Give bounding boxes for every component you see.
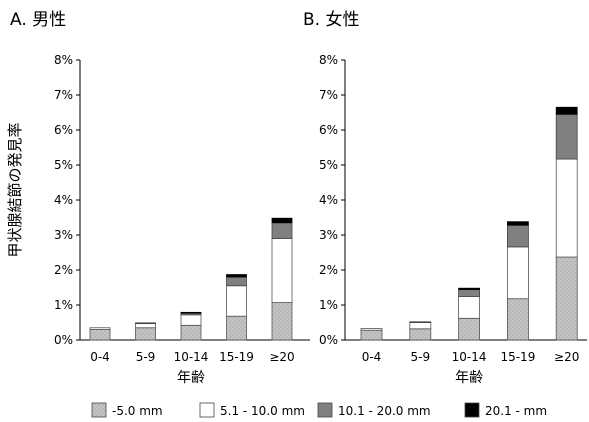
chart-title: B. 女性 bbox=[303, 10, 359, 30]
x-tick-label: 0-4 bbox=[362, 350, 382, 364]
bar-segment bbox=[506, 221, 529, 226]
bar-segment bbox=[226, 315, 247, 341]
legend-swatch bbox=[464, 402, 480, 418]
bar-segment bbox=[180, 324, 202, 341]
legend-label: -5.0 mm bbox=[112, 404, 163, 418]
bar-segment bbox=[271, 302, 293, 341]
x-tick-label: 15-19 bbox=[500, 350, 535, 364]
x-tick-label: 15-19 bbox=[219, 350, 254, 364]
bar-segment bbox=[506, 246, 529, 300]
bar-segment bbox=[226, 285, 247, 317]
x-tick-label: ≥20 bbox=[554, 350, 579, 364]
bar-segment bbox=[271, 217, 293, 224]
x-tick-label: ≥20 bbox=[269, 350, 294, 364]
bar-segment bbox=[458, 287, 481, 291]
x-tick-label: 0-4 bbox=[90, 350, 110, 364]
bar-segment bbox=[360, 328, 383, 331]
bar-segment bbox=[458, 317, 481, 341]
y-tick-label: 7% bbox=[319, 88, 338, 102]
bar-segment bbox=[555, 256, 578, 341]
legend-swatch bbox=[317, 402, 333, 418]
bar-segment bbox=[409, 321, 432, 323]
bar-segment bbox=[506, 224, 529, 248]
chart-title: A. 男性 bbox=[10, 10, 66, 30]
y-tick-label: 7% bbox=[54, 88, 73, 102]
y-tick-label: 4% bbox=[54, 193, 73, 207]
bar-segment bbox=[89, 329, 111, 341]
y-tick-label: 1% bbox=[319, 298, 338, 312]
bar-segment bbox=[271, 238, 293, 303]
bar-segment bbox=[271, 222, 293, 239]
legend-label: 20.1 - mm bbox=[485, 404, 547, 418]
y-tick-label: 0% bbox=[54, 333, 73, 347]
bar-segment bbox=[458, 289, 481, 298]
bar-segment bbox=[135, 323, 156, 329]
bar-segment bbox=[555, 106, 578, 115]
chart-panel-female: B. 女性 0% 1% 2% 3% 4% 5% 6% 7% 8% 0-4 5-9 10-14 15-19 ≥… bbox=[303, 10, 587, 386]
bar-segment bbox=[135, 327, 156, 341]
y-tick-label: 6% bbox=[54, 123, 73, 137]
bar-segment bbox=[180, 314, 202, 326]
x-tick-label: 5-9 bbox=[410, 350, 430, 364]
legend-swatch bbox=[91, 402, 107, 418]
y-tick-label: 1% bbox=[54, 298, 73, 312]
bar-segment bbox=[226, 274, 247, 278]
bar-segment bbox=[409, 328, 432, 341]
y-tick-label: 8% bbox=[319, 53, 338, 67]
x-axis-label: 年齢 bbox=[455, 370, 483, 386]
legend-swatch bbox=[199, 402, 215, 418]
y-tick-label: 3% bbox=[54, 228, 73, 242]
legend-label: 10.1 - 20.0 mm bbox=[338, 404, 431, 418]
bar-segment bbox=[226, 276, 247, 287]
bar-segment bbox=[89, 327, 111, 330]
bar-segment bbox=[180, 311, 202, 314]
x-axis-label: 年齢 bbox=[177, 370, 205, 386]
x-tick-label: 5-9 bbox=[136, 350, 156, 364]
bar-segment bbox=[409, 322, 432, 330]
y-tick-label: 2% bbox=[319, 263, 338, 277]
y-tick-label: 6% bbox=[319, 123, 338, 137]
bar-segment bbox=[135, 322, 156, 325]
bar-segment bbox=[555, 113, 578, 160]
chart-panel-male: A. 男性 0% 1% 2% 3% 4% 5% 6% 7% 8% 0-4 5-9 10-14 15-19 ≥… bbox=[10, 10, 310, 386]
y-tick-label: 3% bbox=[319, 228, 338, 242]
x-tick-label: 10-14 bbox=[452, 350, 487, 364]
y-tick-label: 2% bbox=[54, 263, 73, 277]
legend-label: 5.1 - 10.0 mm bbox=[220, 404, 305, 418]
bar-segment bbox=[506, 298, 529, 341]
y-axis-label: 甲状腺結節の発見率 bbox=[6, 122, 24, 257]
legend: -5.0 mm 5.1 - 10.0 mm 10.1 - 20.0 mm 20.1 -… bbox=[91, 402, 547, 418]
y-tick-label: 5% bbox=[54, 158, 73, 172]
bar-segment bbox=[360, 329, 383, 341]
bar-segment bbox=[555, 158, 578, 258]
bar-segment bbox=[458, 296, 481, 319]
y-tick-label: 5% bbox=[319, 158, 338, 172]
x-tick-label: 10-14 bbox=[174, 350, 209, 364]
y-tick-label: 0% bbox=[319, 333, 338, 347]
y-tick-label: 4% bbox=[319, 193, 338, 207]
y-tick-label: 8% bbox=[54, 53, 73, 67]
